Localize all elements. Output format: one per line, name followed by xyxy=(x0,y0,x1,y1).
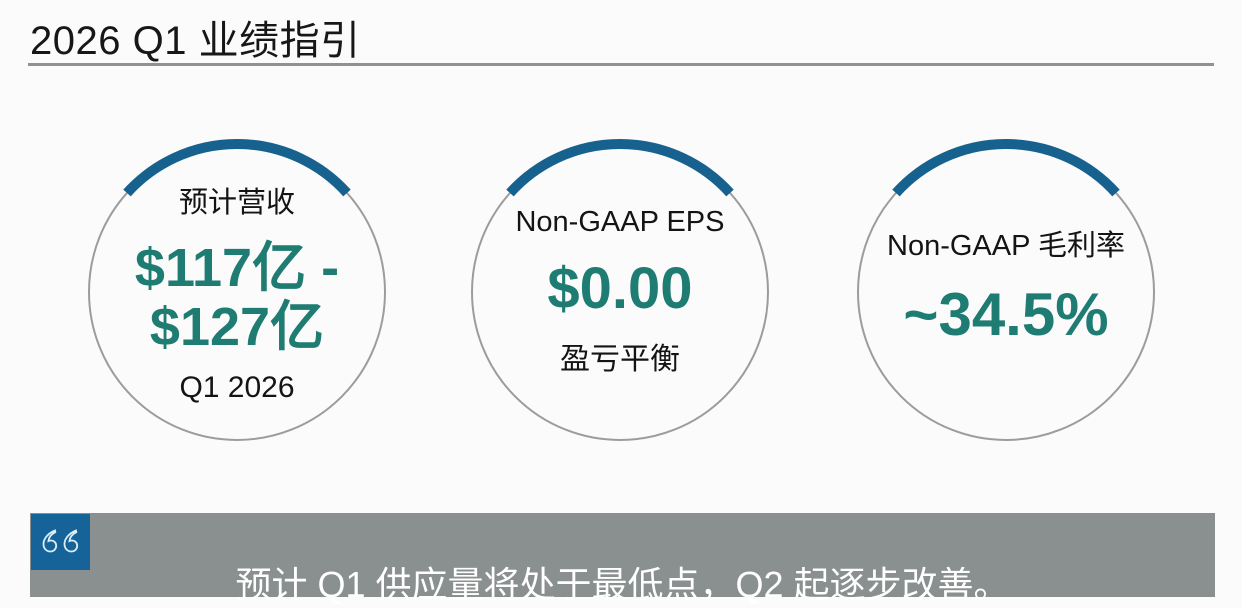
quote-text: 预计 Q1 供应量将处于最低点，Q2 起逐步改善。 xyxy=(235,564,1010,605)
stat-label: Non-GAAP 毛利率 xyxy=(887,230,1125,262)
stat-label: 预计营收 xyxy=(178,186,295,219)
stat-value-line: $117亿 - xyxy=(134,237,340,298)
stat-card-eps: Non-GAAP EPS $0.00 盈亏平衡 xyxy=(465,137,775,447)
stat-subline: Q1 2026 xyxy=(179,371,295,405)
stat-content: Non-GAAP EPS $0.00 盈亏平衡 xyxy=(483,155,757,429)
stat-value-line: ~34.5% xyxy=(903,281,1109,348)
title-divider xyxy=(28,63,1214,66)
quote-banner: 预计 Q1 供应量将处于最低点，Q2 起逐步改善。 xyxy=(30,513,1215,605)
stat-subline: 盈亏平衡 xyxy=(560,343,680,377)
stat-card-revenue: 预计营收 $117亿 - $127亿 Q1 2026 xyxy=(82,137,392,447)
circle-arc-graphic xyxy=(88,139,386,441)
stat-value-line: $0.00 xyxy=(547,255,693,321)
stat-value-line: $127亿 xyxy=(149,297,325,357)
double-quote-icon xyxy=(42,529,78,553)
stat-label: Non-GAAP EPS xyxy=(515,205,725,238)
circle-arc-graphic xyxy=(857,139,1155,441)
stat-value: $117亿 - $127亿 xyxy=(134,237,340,358)
quote-icon-box xyxy=(31,514,90,570)
stat-card-gross-margin: Non-GAAP 毛利率 ~34.5% xyxy=(851,137,1161,447)
stat-value: ~34.5% xyxy=(903,282,1108,348)
circle-arc-graphic xyxy=(471,139,769,441)
stat-content: 预计营收 $117亿 - $127亿 Q1 2026 xyxy=(100,155,374,429)
stat-value: $0.00 xyxy=(547,255,693,321)
stat-content: Non-GAAP 毛利率 ~34.5% xyxy=(869,155,1143,429)
page-title: 2026 Q1 业绩指引 xyxy=(30,19,361,63)
